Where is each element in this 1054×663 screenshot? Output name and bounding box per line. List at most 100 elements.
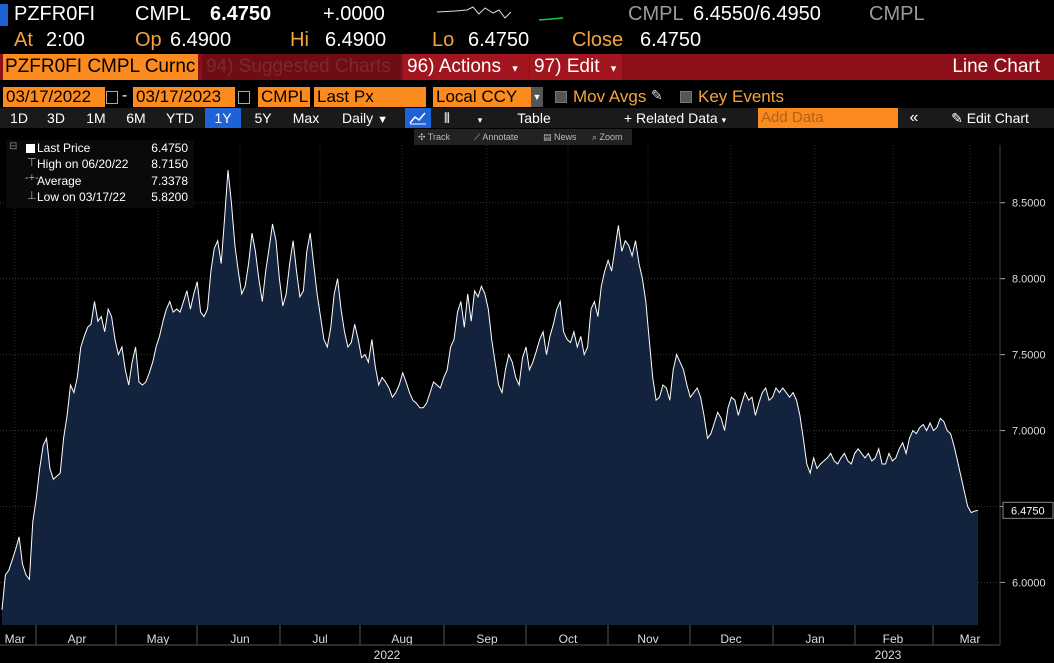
legend-collapse-icon[interactable]: ⊟ [9,141,18,152]
add-data-placeholder: Add Data [761,109,824,126]
track-label: Track [427,132,451,142]
annotate-tool[interactable]: ⟋ Annotate [474,129,519,145]
period-button-1d[interactable]: 1D [10,110,28,126]
price-line[interactable] [1,170,979,610]
average-marker-icon: -+- [25,172,39,184]
high-marker-icon: ⊤ [27,157,37,169]
y-tick-label: 6.0000 [1012,577,1046,589]
edit-chart-button[interactable]: ✎ Edit Chart [928,108,1052,128]
key-events-label[interactable]: Key Events [698,87,784,106]
edit-menu[interactable]: 97) Edit ▾ [530,54,622,80]
mov-avgs-label[interactable]: Mov Avgs [573,87,647,106]
open-value: 6.4900 [170,29,232,51]
edit-chart-label: Edit Chart [966,110,1029,126]
table-button[interactable]: Table [517,110,551,126]
bid-ask-source: CMPL [628,3,684,25]
currency-selector[interactable]: Local CCY [433,87,535,107]
related-data-label: + Related Data [623,110,718,126]
view-title: Line Chart [952,56,1040,77]
mov-avgs-checkbox[interactable] [555,91,567,103]
legend-low-label: Low on 03/17/22 [37,190,126,204]
collapse-icon[interactable]: « [909,109,919,126]
actions-menu[interactable]: 96) Actions ▾ [403,54,529,80]
bar-chart-type-button[interactable]: ⫴ [434,108,460,128]
y-tick-label: 8.5000 [1012,198,1046,210]
period-button-ytd[interactable]: YTD [166,110,194,126]
price-chart[interactable]: 6.00006.50007.00007.50008.00008.5000MarA… [0,145,1054,663]
source-field[interactable]: CMPL [258,87,310,107]
y-tick-label: 8.0000 [1012,274,1046,286]
at-label: At [14,29,33,51]
quote-source: CMPL [135,3,191,25]
net-change: +.0000 [323,3,385,25]
bid-ask: 6.4550/6.4950 [693,3,821,25]
chevron-down-icon: ▾ [610,63,617,75]
line-chart-type-button[interactable] [405,108,431,128]
last-price-swatch [26,144,35,153]
annotate-label: Annotate [482,132,519,142]
chart-type-dropdown[interactable]: ▾ [470,108,490,128]
ohlc-bars-icon: ⫴ [444,110,450,126]
low-label: Lo [432,29,455,51]
chart-legend: Last Price 6.4750 ⊤ High on 06/20/22 8.7… [6,140,194,208]
track-tool[interactable]: ✣ Track [418,129,451,145]
x-tick-label: May [147,632,170,646]
frequency-label: Daily [342,110,374,126]
period-button-6m[interactable]: 6M [126,110,146,126]
add-data-input[interactable]: Add Data [758,108,898,128]
zoom-icon: ⌕ [592,132,600,142]
period-button-1m[interactable]: 1M [86,110,106,126]
y-tick-label: 7.0000 [1012,426,1046,438]
key-events-checkbox[interactable] [680,91,692,103]
zoom-label: Zoom [599,132,623,142]
start-date-field[interactable]: 03/17/2022 [3,87,105,107]
calendar-icon[interactable] [106,91,118,104]
x-year-label: 2023 [875,648,902,662]
x-tick-label: Dec [720,632,741,646]
x-tick-label: Jun [230,632,249,646]
legend-high-value: 8.7150 [151,157,188,171]
legend-average-value: 7.3378 [151,174,188,188]
x-tick-label: Oct [559,632,578,646]
related-data-menu[interactable]: + Related Data ▾ [605,108,745,128]
security-field[interactable]: PZFR0FI CMPL Curnc [3,54,198,80]
frequency-dropdown[interactable]: Daily ▼ [332,108,398,128]
chevron-down-icon: ▾ [477,115,483,125]
legend-average-label: Average [37,174,82,188]
x-year-label: 2022 [374,648,401,662]
suggested-charts-menu[interactable]: 94) Suggested Charts [202,54,401,80]
end-date-field[interactable]: 03/17/2023 [133,87,235,107]
news-label: News [554,132,577,142]
legend-high-label: High on 06/20/22 [37,157,129,171]
bid-ask-source-2: CMPL [869,3,925,25]
calendar-icon[interactable] [238,91,250,104]
period-button-3d[interactable]: 3D [47,110,65,126]
news-icon: ▤ [543,132,555,142]
currency-dropdown-icon[interactable]: ▼ [531,87,543,107]
period-button-5y[interactable]: 5Y [254,110,272,126]
chevron-down-icon: ▾ [512,63,518,75]
period-button-1y[interactable]: 1Y [205,108,241,128]
last-value-label: 6.4750 [1011,505,1045,517]
line-chart-icon [409,112,426,125]
chart-tools-strip [414,129,632,145]
x-tick-label: Aug [391,632,412,646]
annotate-icon: ⟋ [474,132,483,142]
x-tick-label: Feb [883,632,904,646]
last-value-tag [1002,501,1054,519]
high-value: 6.4900 [325,29,387,51]
news-tool[interactable]: ▤ News [543,129,577,145]
sparkline [437,6,564,21]
x-tick-label: Mar [960,632,981,646]
legend-low-value: 5.8200 [151,190,188,204]
zoom-tool[interactable]: ⌕ Zoom [592,129,623,145]
open-label: Op [135,29,162,51]
high-label: Hi [290,29,309,51]
period-button-max[interactable]: Max [292,110,320,126]
command-bar: PZFR0FI CMPL Curnc 94) Suggested Charts … [0,54,1054,80]
y-tick-label: 7.5000 [1012,350,1046,362]
ticker[interactable]: PZFR0FI [14,3,96,25]
last-price: 6.4750 [210,3,272,25]
pencil-icon[interactable]: ✎ [651,87,663,103]
field-selector[interactable]: Last Px [314,87,426,107]
